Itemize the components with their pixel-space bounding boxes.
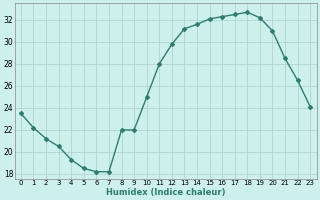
X-axis label: Humidex (Indice chaleur): Humidex (Indice chaleur) <box>106 188 225 197</box>
